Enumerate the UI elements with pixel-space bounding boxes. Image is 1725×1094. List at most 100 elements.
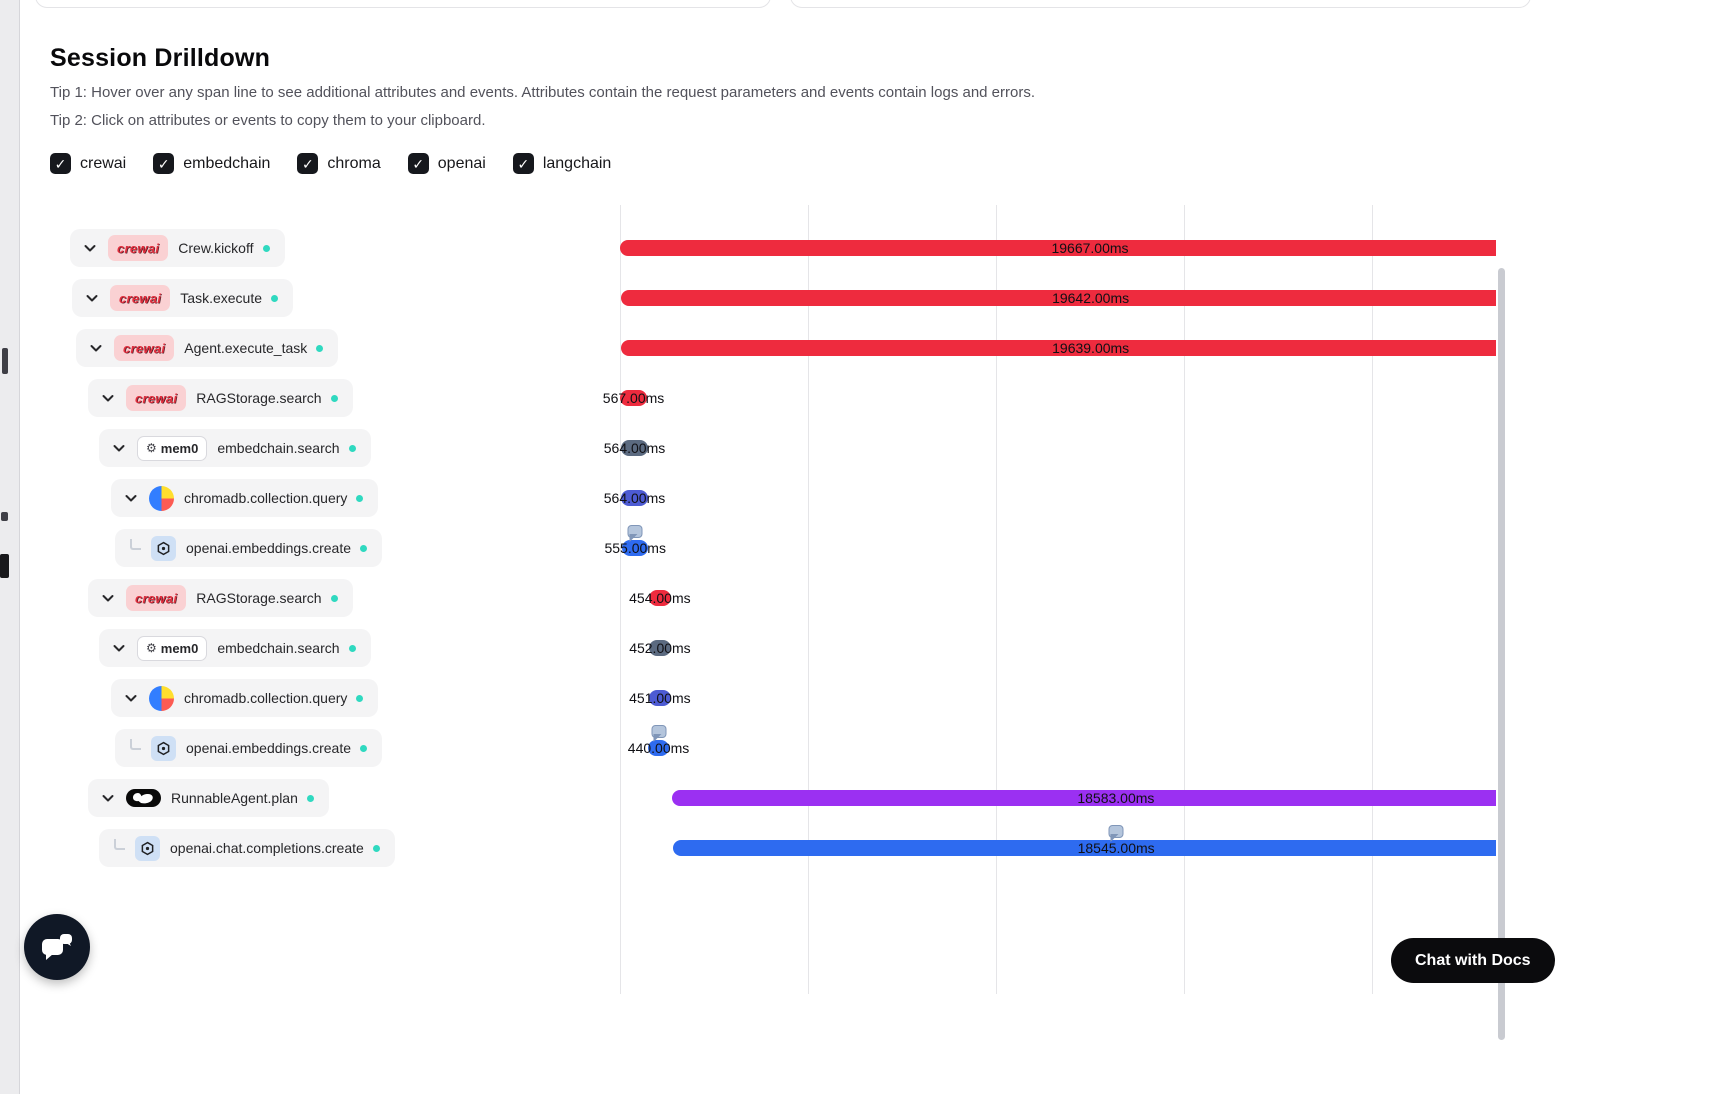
- filter-label: crewai: [80, 154, 127, 172]
- chevron-down-icon[interactable]: [100, 390, 116, 406]
- span-row: crewai Task.execute 19642.00ms: [60, 273, 1496, 323]
- span-duration-bar[interactable]: [621, 290, 1496, 306]
- span-name: chromadb.collection.query: [184, 490, 348, 506]
- span-label[interactable]: ⚙ mem0 embedchain.search: [99, 429, 371, 467]
- tip-1: Tip 1: Hover over any span line to see a…: [50, 84, 1036, 101]
- duration-label: 19642.00ms: [1052, 290, 1130, 306]
- openai-logo: [135, 835, 160, 861]
- bar-area: 567.00ms: [603, 373, 1496, 423]
- page-title: Session Drilldown: [50, 44, 271, 72]
- left-panel-fragment: [0, 554, 9, 578]
- span-duration-bar[interactable]: [649, 590, 671, 606]
- chroma-logo: [149, 485, 174, 511]
- chevron-down-icon[interactable]: [100, 790, 116, 806]
- span-label[interactable]: crewai Task.execute: [72, 279, 293, 317]
- span-duration-bar[interactable]: [672, 840, 1496, 856]
- chevron-down-icon[interactable]: [123, 490, 139, 506]
- mem0-logo: ⚙ mem0: [137, 435, 208, 461]
- check-icon: ✓: [157, 155, 170, 172]
- span-name: openai.embeddings.create: [186, 540, 352, 556]
- span-duration-bar[interactable]: [671, 790, 1496, 806]
- duration-label: 555.00ms: [604, 540, 666, 556]
- chevron-down-icon[interactable]: [111, 440, 127, 456]
- span-row: openai.embeddings.create 440.00ms: [60, 723, 1496, 773]
- checkbox-icon[interactable]: ✓: [407, 153, 429, 174]
- span-name: openai.embeddings.create: [186, 740, 352, 756]
- span-name: RAGStorage.search: [196, 590, 322, 606]
- langchain-parrot-logo: [126, 789, 161, 807]
- filter-checkbox-item[interactable]: ✓ langchain: [512, 153, 612, 174]
- status-dot: [356, 694, 364, 702]
- chat-widget-button[interactable]: [24, 914, 90, 980]
- span-duration-bar[interactable]: [621, 340, 1496, 356]
- status-dot: [360, 544, 368, 552]
- span-duration-bar[interactable]: [620, 240, 1496, 256]
- span-duration-bar[interactable]: [621, 540, 649, 556]
- time-gridline: [808, 205, 809, 994]
- span-name: Task.execute: [180, 290, 262, 306]
- span-name: Crew.kickoff: [178, 240, 254, 256]
- span-duration-bar[interactable]: [621, 440, 648, 456]
- span-label[interactable]: openai.embeddings.create: [115, 529, 383, 567]
- span-duration-bar[interactable]: [648, 740, 670, 756]
- span-label[interactable]: crewai Agent.execute_task: [76, 329, 339, 367]
- span-duration-bar[interactable]: [649, 690, 671, 706]
- span-label[interactable]: ⚙ mem0 embedchain.search: [99, 629, 371, 667]
- bar-area: 18545.00ms: [620, 823, 1496, 873]
- event-bubble-icon[interactable]: [627, 525, 643, 542]
- bar-area: 451.00ms: [620, 673, 1496, 723]
- span-duration-bar[interactable]: [620, 390, 648, 406]
- event-bubble-icon[interactable]: [1108, 825, 1124, 842]
- chevron-down-icon[interactable]: [111, 640, 127, 656]
- bar-area: 18583.00ms: [620, 773, 1496, 823]
- chat-with-docs-button[interactable]: Chat with Docs: [1391, 938, 1555, 983]
- filter-label: langchain: [542, 154, 612, 172]
- event-bubble-icon[interactable]: [651, 725, 667, 742]
- span-label[interactable]: openai.chat.completions.create: [99, 829, 395, 867]
- span-duration-bar[interactable]: [621, 490, 648, 506]
- span-label[interactable]: crewai Crew.kickoff: [70, 229, 285, 267]
- status-dot: [372, 844, 380, 852]
- span-label[interactable]: RunnableAgent.plan: [88, 779, 329, 817]
- checkbox-icon[interactable]: ✓: [512, 153, 534, 174]
- openai-logo: [151, 735, 176, 761]
- span-row: crewai Agent.execute_task 19639.00ms: [60, 323, 1496, 373]
- filter-checkbox-item[interactable]: ✓ embedchain: [153, 153, 270, 174]
- span-label[interactable]: chromadb.collection.query: [111, 679, 379, 717]
- span-label[interactable]: crewai RAGStorage.search: [88, 579, 353, 617]
- status-dot: [262, 244, 270, 252]
- bar-area: 564.00ms: [604, 473, 1496, 523]
- checkbox-icon[interactable]: ✓: [153, 153, 175, 174]
- span-row: RunnableAgent.plan 18583.00ms: [60, 773, 1496, 823]
- crewai-logo: crewai: [110, 285, 171, 311]
- checkbox-icon[interactable]: ✓: [50, 153, 71, 174]
- chevron-down-icon[interactable]: [84, 290, 100, 306]
- span-name: embedchain.search: [217, 640, 340, 656]
- tree-elbow-icon: [114, 839, 125, 850]
- mem0-label: mem0: [160, 440, 199, 456]
- chevron-down-icon[interactable]: [100, 590, 116, 606]
- chevron-down-icon[interactable]: [88, 340, 104, 356]
- span-row: ⚙ mem0 embedchain.search 564.00ms: [60, 423, 1496, 473]
- tip-2: Tip 2: Click on attributes or events to …: [50, 112, 486, 129]
- span-row: chromadb.collection.query 564.00ms: [60, 473, 1496, 523]
- check-icon: ✓: [302, 155, 314, 172]
- span-row: ⚙ mem0 embedchain.search 452.00ms: [60, 623, 1496, 673]
- span-name: chromadb.collection.query: [184, 690, 348, 706]
- checkbox-icon[interactable]: ✓: [297, 153, 319, 174]
- crewai-logo: crewai: [108, 235, 169, 261]
- span-duration-bar[interactable]: [649, 640, 671, 656]
- chevron-down-icon[interactable]: [82, 240, 98, 256]
- span-label[interactable]: crewai RAGStorage.search: [88, 379, 353, 417]
- filter-checkbox-item[interactable]: ✓ crewai: [50, 153, 126, 174]
- filter-checkbox-item[interactable]: ✓ chroma: [297, 153, 381, 174]
- integration-filters: ✓ crewai ✓ embedchain ✓ chroma ✓ openai …: [20, 153, 1540, 174]
- vertical-scrollbar[interactable]: [1498, 268, 1505, 1040]
- filter-checkbox-item[interactable]: ✓ openai: [407, 153, 486, 174]
- span-row: crewai RAGStorage.search 454.00ms: [60, 573, 1496, 623]
- span-label[interactable]: chromadb.collection.query: [111, 479, 379, 517]
- filter-label: embedchain: [183, 154, 271, 172]
- chevron-down-icon[interactable]: [123, 690, 139, 706]
- span-label[interactable]: openai.embeddings.create: [115, 729, 383, 767]
